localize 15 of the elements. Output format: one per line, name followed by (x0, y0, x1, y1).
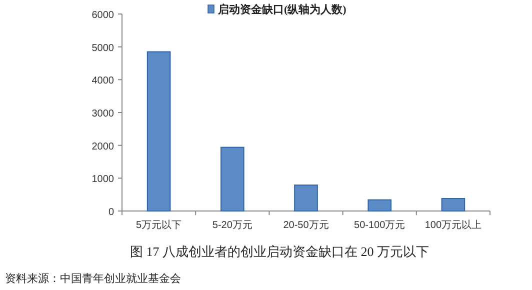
y-tick-label: 2000 (92, 141, 114, 152)
x-tick-label: 50-100万元 (354, 220, 406, 231)
text: 资料来源：中国青年创业就业基金会 (5, 272, 181, 285)
y-tick-label: 0 (108, 207, 114, 218)
y-tick-label: 6000 (92, 10, 114, 21)
legend-label: 启动资金缺口(纵轴为人数) (217, 3, 347, 16)
y-tick-label: 3000 (92, 108, 114, 120)
y-tick-label: 4000 (92, 76, 114, 87)
x-tick-label: 5-20万元 (212, 220, 252, 231)
x-tick-label: 5万元以下 (136, 219, 182, 231)
x-tick-label: 100万元以上 (424, 219, 482, 231)
x-tick-label: 20-50万元 (283, 220, 329, 231)
text: 图 17 八成创业者的创业启动资金缺口在 20 万元以下 (130, 244, 429, 259)
y-tick-label: 5000 (92, 42, 114, 54)
y-tick-label: 1000 (92, 174, 114, 186)
